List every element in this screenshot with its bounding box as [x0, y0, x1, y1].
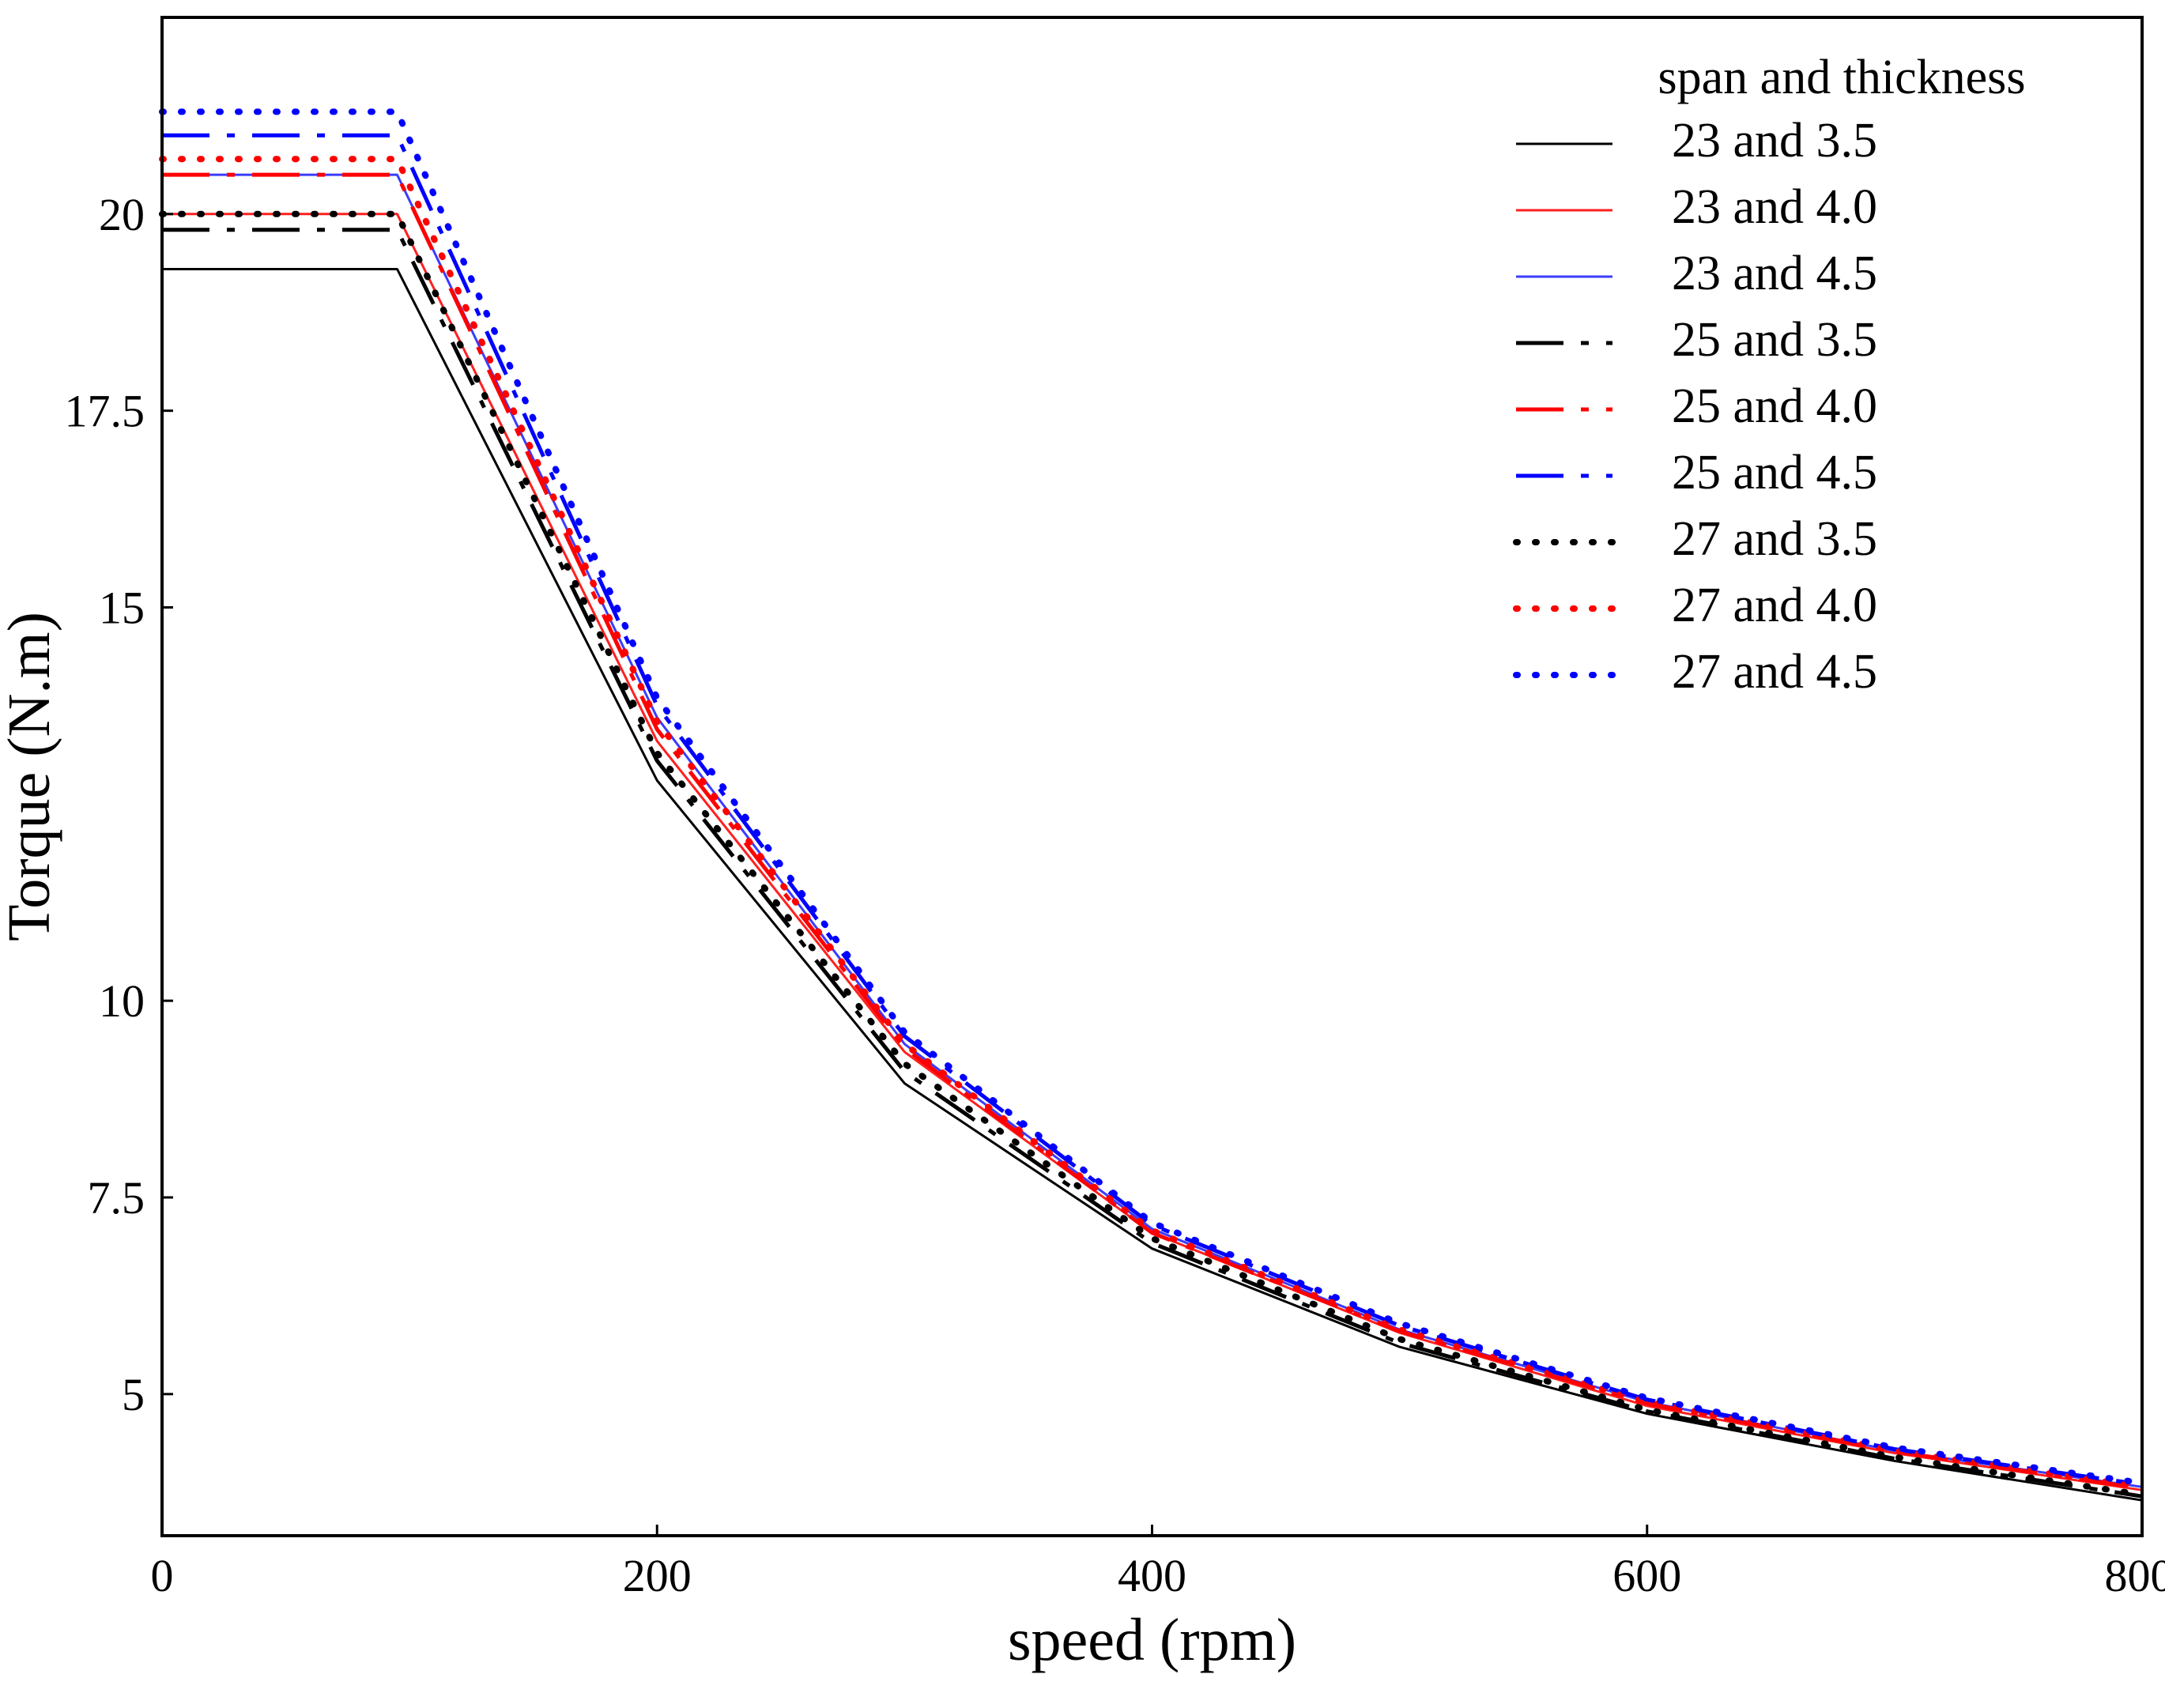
legend-title: span and thickness [1658, 51, 2026, 104]
series-line-27-and-3_5 [159, 210, 2145, 1499]
series-line-25-and-3_5 [162, 228, 2143, 1499]
y-axis-ticks: 5 7.5 10 15 17.5 20 [65, 189, 173, 1420]
legend-entry-label: 27 and 4.5 [1672, 645, 1877, 699]
y-tick-label: 5 [122, 1369, 145, 1420]
series-line-23-and-4_5 [162, 173, 2143, 1488]
series-line-27-and-4_5 [159, 108, 2145, 1487]
x-tick-label: 200 [623, 1550, 692, 1601]
series-layer [159, 108, 2145, 1502]
legend-entry-label: 25 and 3.5 [1672, 313, 1877, 367]
y-tick-label: 7.5 [88, 1172, 145, 1224]
legend-entry-label: 23 and 4.0 [1672, 180, 1877, 234]
x-axis-title: speed (rpm) [1008, 1607, 1296, 1673]
y-tick-label: 17.5 [65, 386, 145, 437]
legend-entry-label: 23 and 4.5 [1672, 247, 1877, 300]
y-tick-label: 15 [99, 583, 145, 634]
legend-entry-label: 27 and 3.5 [1672, 512, 1877, 566]
x-tick-label: 0 [151, 1550, 174, 1601]
x-tick-label: 600 [1612, 1550, 1681, 1601]
legend: span and thickness 23 and 3.5 23 and 4.0 2… [1513, 51, 2026, 699]
x-axis-ticks: 0 200 400 600 800 [151, 1525, 2165, 1601]
x-tick-label: 400 [1118, 1550, 1186, 1601]
x-tick-label: 800 [2105, 1550, 2165, 1601]
legend-entry-label: 23 and 3.5 [1672, 114, 1877, 168]
y-tick-label: 10 [99, 975, 145, 1027]
series-line-23-and-3_5 [162, 268, 2143, 1502]
y-tick-label: 20 [99, 189, 145, 240]
legend-entry-label: 27 and 4.0 [1672, 579, 1877, 632]
legend-entry-label: 25 and 4.0 [1672, 379, 1877, 433]
legend-entry-label: 25 and 4.5 [1672, 446, 1877, 500]
series-line-25-and-4_0 [162, 172, 2143, 1491]
y-axis-title: Torque (N.m) [0, 612, 62, 941]
